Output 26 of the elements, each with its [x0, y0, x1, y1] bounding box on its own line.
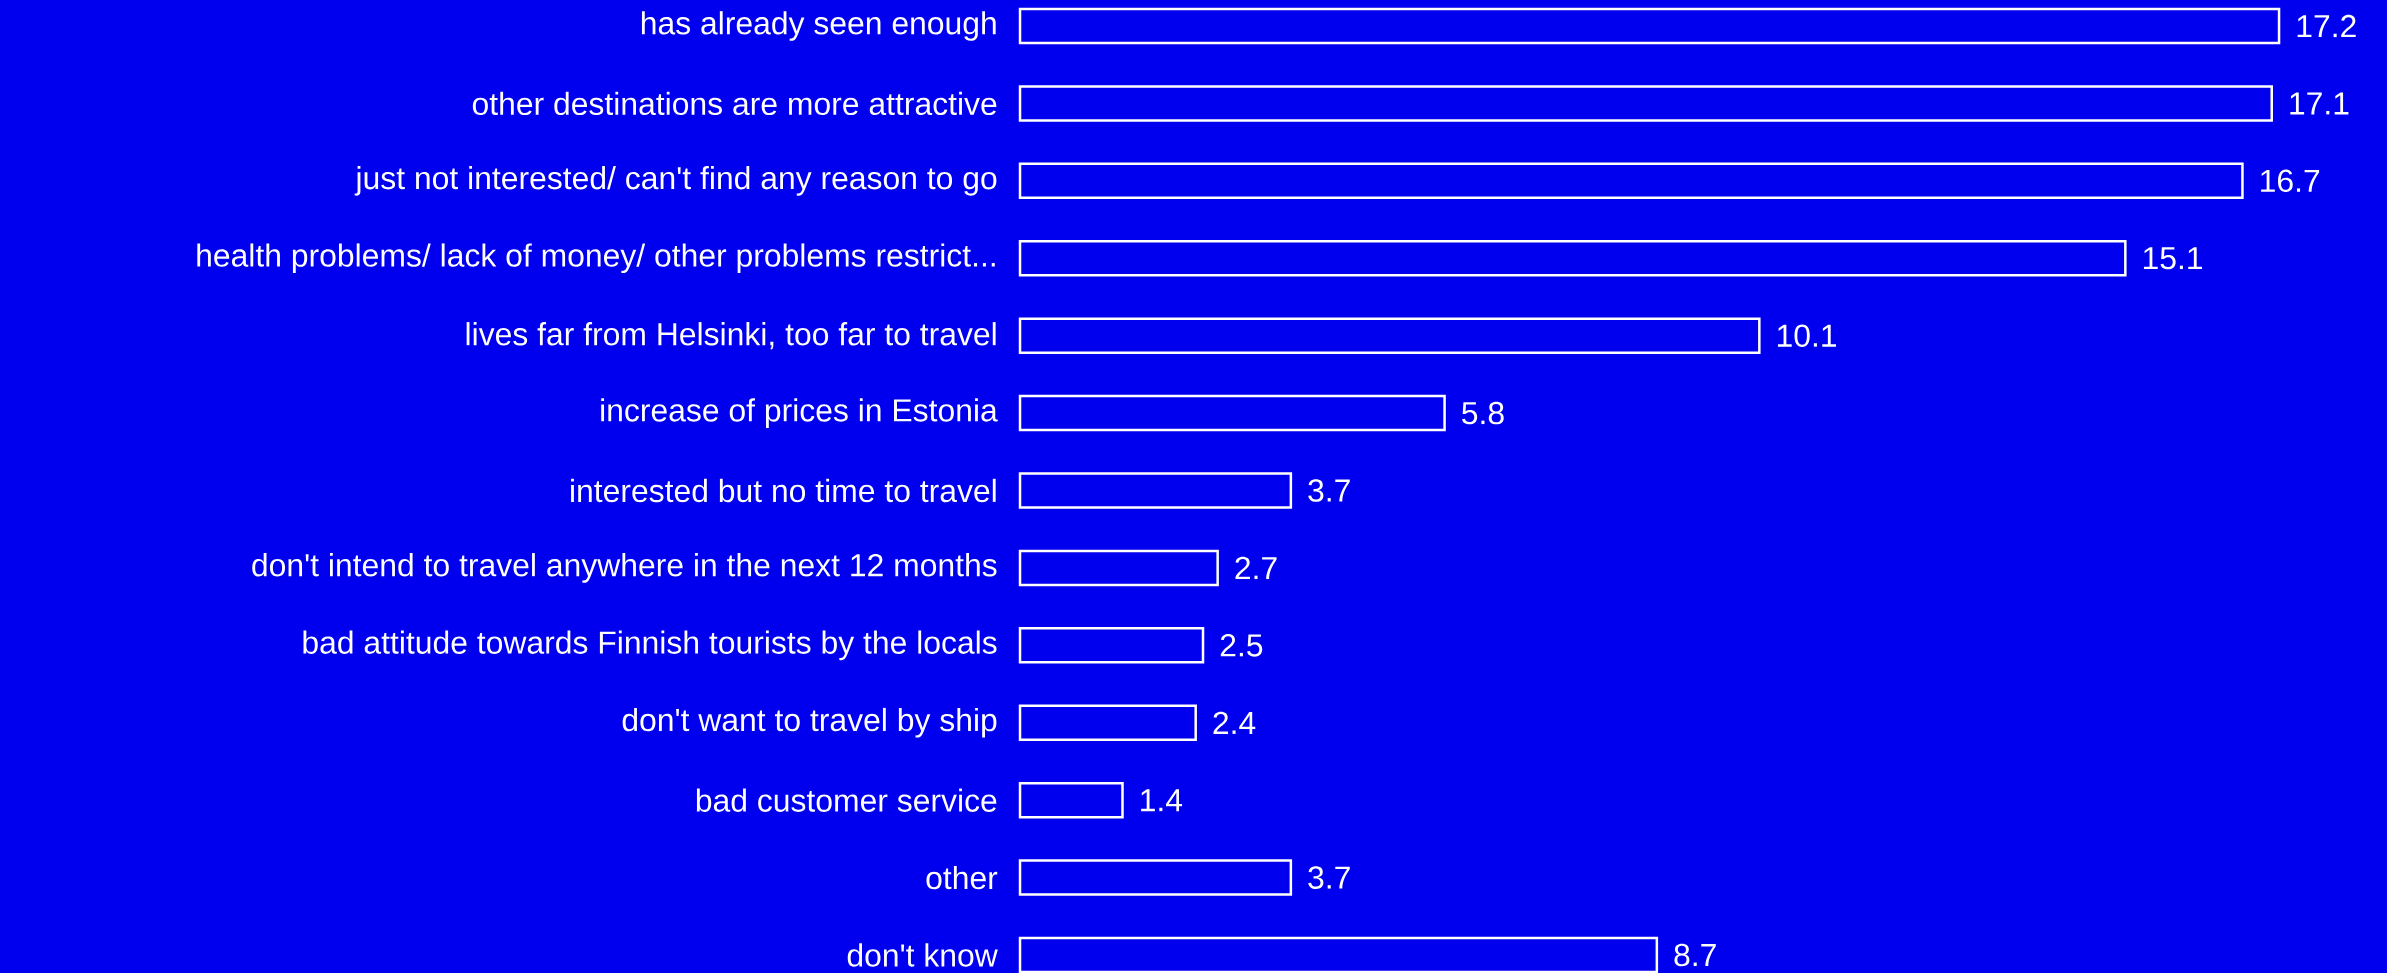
- data-label: 17.2: [2297, 14, 2356, 37]
- data-label: 5.8: [1462, 401, 1504, 425]
- data-label: 15.1: [2143, 247, 2203, 270]
- y-tick-label: has already seen enough: [641, 11, 996, 41]
- y-tick-label: bad attitude towards Finnish tourists by the locals: [303, 630, 997, 661]
- data-label: 3.7: [1308, 479, 1350, 502]
- y-tick-label: health problems/ lack of money/ other problems restrict...: [197, 243, 995, 273]
- data-label: 10.1: [1777, 324, 1837, 347]
- data-label: 17.1: [2290, 92, 2349, 115]
- y-tick-label: other: [926, 865, 998, 890]
- y-tick-label: increase of prices in Estonia: [601, 398, 998, 428]
- y-tick-label: lives far from Helsinki, too far to travel: [466, 321, 996, 350]
- y-tick-label: bad customer service: [696, 788, 997, 812]
- data-label: 16.7: [2261, 169, 2320, 192]
- y-tick-label: don't want to travel by ship: [622, 707, 997, 738]
- data-label: 1.4: [1141, 789, 1183, 812]
- y-tick-label: other destinations are more attractive: [472, 91, 997, 115]
- y-tick-label: don't know: [847, 943, 998, 967]
- data-label: 2.7: [1235, 556, 1277, 579]
- data-label: 8.7: [1674, 943, 1716, 967]
- data-label: 2.5: [1220, 633, 1263, 657]
- data-label: 3.7: [1308, 866, 1350, 889]
- data-label: 2.4: [1213, 711, 1256, 734]
- y-tick-label: don't intend to travel anywhere in the next 12 months: [252, 552, 997, 583]
- y-tick-label: interested but no time to travel: [571, 478, 996, 503]
- y-tick-label: just not interested/ can't find any reason to go: [354, 165, 997, 196]
